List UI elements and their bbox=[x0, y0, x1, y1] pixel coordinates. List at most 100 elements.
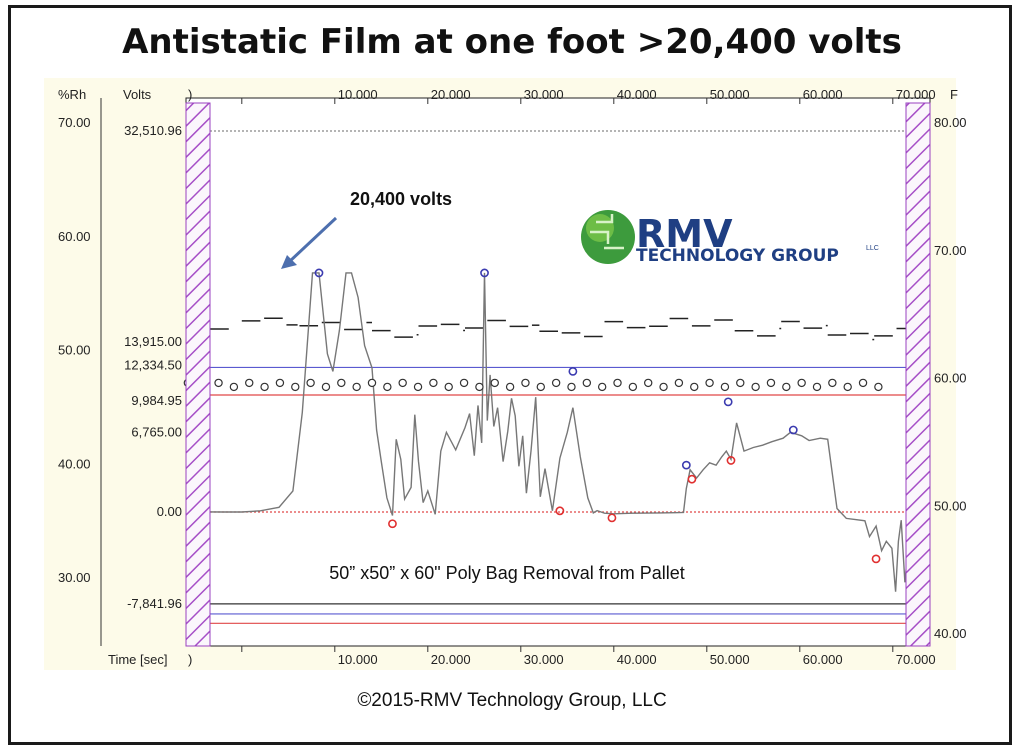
volts-tick-label: 6,765.00 bbox=[131, 425, 182, 440]
x-tick-label-top: 30.000 bbox=[524, 87, 564, 102]
x-tick-label-top: 20.000 bbox=[431, 87, 471, 102]
x-tick-label-bottom: 70.000 bbox=[896, 652, 936, 667]
temperature-point bbox=[736, 378, 745, 388]
trough-marker bbox=[607, 513, 617, 523]
chart-title: Antistatic Film at one foot >20,400 volt… bbox=[122, 22, 902, 62]
rh-tick-label: 30.00 bbox=[58, 570, 91, 585]
x-tick-label-top: 50.000 bbox=[710, 87, 750, 102]
temperature-point bbox=[398, 378, 407, 388]
logo-name: RMV bbox=[636, 212, 733, 256]
x-tick-label-bottom: 10.000 bbox=[338, 652, 378, 667]
f-tick-label: 80.00 bbox=[934, 115, 967, 130]
annotation-caption: 50” x50” x 60" Poly Bag Removal from Pal… bbox=[329, 563, 685, 583]
temperature-point bbox=[275, 378, 285, 388]
x-axis-label: Time [sec] bbox=[108, 652, 167, 667]
f-tick-label: 60.00 bbox=[934, 371, 967, 386]
temperature-point bbox=[644, 378, 653, 388]
x-tick-label-bottom: 30.000 bbox=[524, 652, 564, 667]
trough-marker bbox=[687, 474, 697, 484]
volts-tick-label: 9,984.95 bbox=[131, 393, 182, 408]
rh-tick-label: 50.00 bbox=[58, 343, 91, 358]
logo: RMV TECHNOLOGY GROUP LLC bbox=[581, 210, 879, 266]
hatch-right bbox=[905, 102, 931, 647]
temperature-point bbox=[521, 378, 530, 388]
volts-tick-label: 13,915.00 bbox=[124, 334, 182, 349]
rh-tick-label: 40.00 bbox=[58, 456, 91, 471]
temperature-point bbox=[705, 378, 714, 388]
temperature-point bbox=[245, 378, 254, 388]
peak-marker bbox=[681, 460, 691, 470]
temperature-point bbox=[797, 378, 806, 388]
x-tick-label-top: 10.000 bbox=[338, 87, 378, 102]
temperature-point bbox=[260, 382, 269, 392]
temperature-point bbox=[858, 378, 868, 388]
temperature-point bbox=[490, 378, 499, 388]
hatch-left bbox=[185, 102, 211, 647]
x-tick-label-top: 70.000 bbox=[896, 87, 936, 102]
temperature-point bbox=[383, 382, 392, 392]
volts-tick-label: 32,510.96 bbox=[124, 123, 182, 138]
trough-marker bbox=[555, 506, 565, 516]
temperature-point bbox=[828, 378, 837, 388]
x-tick-label-bottom: 20.000 bbox=[431, 652, 471, 667]
f-axis-label: F bbox=[950, 87, 958, 102]
x-edge-paren-top: ) bbox=[188, 87, 192, 102]
volts-series-line bbox=[187, 272, 921, 592]
temperature-point bbox=[337, 378, 346, 388]
rh-tick-label: 60.00 bbox=[58, 229, 91, 244]
f-tick-label: 70.00 bbox=[934, 243, 967, 258]
temperature-point bbox=[214, 378, 223, 388]
x-tick-label-bottom: 60.000 bbox=[803, 652, 843, 667]
copyright: ©2015-RMV Technology Group, LLC bbox=[357, 690, 667, 711]
temperature-point bbox=[613, 378, 622, 388]
temperature-point bbox=[674, 378, 684, 388]
temperature-point bbox=[321, 382, 331, 392]
temperature-point bbox=[597, 382, 607, 392]
temperature-point bbox=[352, 382, 361, 392]
arrow-icon bbox=[281, 216, 338, 269]
temperature-point bbox=[413, 382, 423, 392]
temperature-point bbox=[429, 378, 438, 388]
temperature-point bbox=[766, 378, 776, 388]
temperature-point bbox=[536, 382, 545, 392]
temperature-point bbox=[874, 382, 883, 392]
temperature-point bbox=[229, 382, 239, 392]
peak-marker bbox=[723, 397, 733, 407]
peak-marker bbox=[480, 268, 489, 278]
volts-tick-label: 12,334.50 bbox=[124, 357, 182, 372]
temperature-point bbox=[567, 382, 576, 392]
x-tick-label-top: 60.000 bbox=[803, 87, 843, 102]
rh-tick-label: 70.00 bbox=[58, 115, 91, 130]
logo-suffix: LLC bbox=[866, 245, 879, 252]
plot-area bbox=[185, 97, 931, 647]
temperature-point bbox=[475, 382, 484, 392]
temperature-point bbox=[720, 382, 730, 392]
temperature-point bbox=[367, 378, 377, 388]
temperature-point bbox=[551, 378, 561, 388]
volts-tick-label: -7,841.96 bbox=[127, 596, 182, 611]
x-tick-label-bottom: 50.000 bbox=[710, 652, 750, 667]
temperature-point bbox=[812, 382, 822, 392]
temperature-point bbox=[782, 382, 791, 392]
volts-tick-label: 0.00 bbox=[157, 504, 182, 519]
rh-axis-label: %Rh bbox=[58, 87, 86, 102]
trough-marker bbox=[388, 519, 397, 529]
annotation-peak: 20,400 volts bbox=[350, 189, 452, 209]
temperature-point bbox=[843, 382, 852, 392]
temperature-point bbox=[659, 382, 668, 392]
x-edge-paren-bottom: ) bbox=[188, 652, 192, 667]
temperature-point bbox=[444, 382, 453, 392]
trough-marker bbox=[871, 554, 881, 564]
temperature-point bbox=[306, 378, 315, 388]
logo-subtitle: TECHNOLOGY GROUP bbox=[636, 246, 839, 266]
peak-marker bbox=[788, 425, 798, 435]
temperature-point bbox=[582, 378, 592, 388]
temperature-point bbox=[505, 382, 515, 392]
temperature-point bbox=[459, 378, 469, 388]
temperature-point bbox=[291, 382, 300, 392]
peak-marker bbox=[568, 366, 578, 376]
peak-marker bbox=[314, 268, 324, 278]
temperature-point bbox=[751, 382, 760, 392]
volts-axis-label: Volts bbox=[123, 87, 152, 102]
